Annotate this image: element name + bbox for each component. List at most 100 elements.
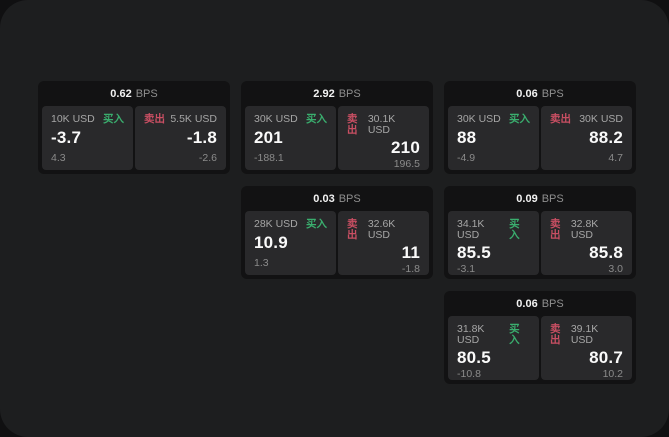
bps-value: 0.09 xyxy=(516,192,538,205)
sell-badge: 卖出 xyxy=(550,218,561,241)
buy-panel[interactable]: 10K USD 买入 -3.7 4.3 xyxy=(42,106,133,170)
sell-panel-top: 卖出 32.8K USD xyxy=(550,219,623,240)
buy-sub-value: -3.1 xyxy=(457,262,476,275)
sell-amount: 30K USD xyxy=(579,113,623,125)
bps-header: 2.92 BPS xyxy=(241,81,433,106)
sell-panel-top: 卖出 30K USD xyxy=(550,114,623,125)
buy-amount: 28K USD xyxy=(254,218,298,230)
buy-panel[interactable]: 30K USD 买入 88 -4.9 xyxy=(448,106,539,170)
buy-sub-value: -188.1 xyxy=(254,152,284,164)
quote-card-6: 0.06 BPS 31.8K USD 买入 80.5 -10.8 卖出 39.1… xyxy=(444,291,636,384)
sell-price: 85.8 xyxy=(589,243,623,262)
buy-price: 88 xyxy=(457,127,477,147)
sell-price: 80.7 xyxy=(589,348,623,367)
bps-unit-label: BPS xyxy=(541,297,564,310)
buy-amount: 30K USD xyxy=(457,113,501,125)
buy-panel-top: 28K USD 买入 xyxy=(254,219,327,230)
sell-price: -1.8 xyxy=(186,127,217,147)
bps-value: 0.06 xyxy=(516,87,538,100)
buy-sub-value: 1.3 xyxy=(254,257,269,269)
bps-unit-label: BPS xyxy=(541,87,564,100)
bps-value: 2.92 xyxy=(313,87,335,100)
buy-amount: 31.8K USD xyxy=(457,323,485,346)
sell-panel[interactable]: 卖出 30.1K USD 210 196.5 xyxy=(338,106,429,170)
sell-panel-top: 卖出 5.5K USD xyxy=(144,114,217,125)
sell-amount: 39.1K USD xyxy=(570,323,599,346)
buy-sub-value: -4.9 xyxy=(457,152,476,164)
bps-unit-label: BPS xyxy=(135,87,158,100)
sell-price: 210 xyxy=(391,138,420,157)
bps-header: 0.03 BPS xyxy=(241,186,433,211)
sell-price: 88.2 xyxy=(589,127,623,147)
sell-panel-top: 卖出 32.6K USD xyxy=(347,219,420,240)
sell-badge: 卖出 xyxy=(347,218,358,241)
buy-panel-top: 30K USD 买入 xyxy=(254,114,327,125)
sell-badge: 卖出 xyxy=(550,323,561,346)
buy-badge: 买入 xyxy=(509,323,520,346)
buy-panel[interactable]: 31.8K USD 买入 80.5 -10.8 xyxy=(448,316,539,380)
quote-panels: 30K USD 买入 88 -4.9 卖出 30K USD 88.2 4.7 xyxy=(444,106,636,174)
buy-price: 201 xyxy=(254,127,283,147)
sell-panel[interactable]: 卖出 30K USD 88.2 4.7 xyxy=(541,106,632,170)
bps-header: 0.09 BPS xyxy=(444,186,636,211)
quote-card-4: 0.03 BPS 28K USD 买入 10.9 1.3 卖出 32.6K US… xyxy=(241,186,433,279)
sell-panel-top: 卖出 39.1K USD xyxy=(550,324,623,345)
buy-amount: 34.1K USD xyxy=(457,218,485,241)
quote-panels: 34.1K USD 买入 85.5 -3.1 卖出 32.8K USD 85.8… xyxy=(444,211,636,279)
buy-badge: 买入 xyxy=(509,218,520,241)
quote-card-5: 0.09 BPS 34.1K USD 买入 85.5 -3.1 卖出 32.8K… xyxy=(444,186,636,279)
bps-header: 0.62 BPS xyxy=(38,81,230,106)
sell-badge: 卖出 xyxy=(144,113,165,125)
buy-panel[interactable]: 28K USD 买入 10.9 1.3 xyxy=(245,211,336,275)
sell-amount: 30.1K USD xyxy=(367,113,396,136)
buy-sub-value: -10.8 xyxy=(457,367,481,380)
sell-badge: 卖出 xyxy=(550,113,571,125)
bps-header: 0.06 BPS xyxy=(444,291,636,316)
buy-amount: 30K USD xyxy=(254,113,298,125)
bps-value: 0.62 xyxy=(110,87,132,100)
sell-panel[interactable]: 卖出 5.5K USD -1.8 -2.6 xyxy=(135,106,226,170)
buy-amount: 10K USD xyxy=(51,113,95,125)
quote-card-2: 2.92 BPS 30K USD 买入 201 -188.1 卖出 30.1K … xyxy=(241,81,433,174)
sell-amount: 32.8K USD xyxy=(570,218,599,241)
sell-panel[interactable]: 卖出 39.1K USD 80.7 10.2 xyxy=(541,316,632,380)
sell-panel[interactable]: 卖出 32.8K USD 85.8 3.0 xyxy=(541,211,632,275)
buy-price: 10.9 xyxy=(254,232,288,252)
sell-badge: 卖出 xyxy=(347,113,358,136)
buy-badge: 买入 xyxy=(306,218,327,230)
buy-badge: 买入 xyxy=(509,113,530,125)
quote-card-1: 0.62 BPS 10K USD 买入 -3.7 4.3 卖出 5.5K USD… xyxy=(38,81,230,174)
buy-badge: 买入 xyxy=(103,113,124,125)
sell-panel[interactable]: 卖出 32.6K USD 11 -1.8 xyxy=(338,211,429,275)
buy-badge: 买入 xyxy=(306,113,327,125)
sell-sub-value: 4.7 xyxy=(608,152,623,164)
bps-unit-label: BPS xyxy=(338,192,361,205)
sell-sub-value: -1.8 xyxy=(401,262,420,275)
quote-panels: 28K USD 买入 10.9 1.3 卖出 32.6K USD 11 -1.8 xyxy=(241,211,433,279)
buy-panel-top: 30K USD 买入 xyxy=(457,114,530,125)
buy-panel-top: 31.8K USD 买入 xyxy=(457,324,530,345)
buy-sub-value: 4.3 xyxy=(51,152,66,164)
quote-card-3: 0.06 BPS 30K USD 买入 88 -4.9 卖出 30K USD 8… xyxy=(444,81,636,174)
sell-price: 11 xyxy=(401,243,420,262)
buy-price: 85.5 xyxy=(457,243,491,262)
sell-amount: 5.5K USD xyxy=(170,113,217,125)
buy-panel-top: 34.1K USD 买入 xyxy=(457,219,530,240)
bps-unit-label: BPS xyxy=(541,192,564,205)
sell-sub-value: 10.2 xyxy=(602,367,623,380)
bps-value: 0.06 xyxy=(516,297,538,310)
buy-panel[interactable]: 34.1K USD 买入 85.5 -3.1 xyxy=(448,211,539,275)
bps-value: 0.03 xyxy=(313,192,335,205)
sell-sub-value: 196.5 xyxy=(393,157,420,170)
sell-sub-value: -2.6 xyxy=(198,152,217,164)
quote-panels: 10K USD 买入 -3.7 4.3 卖出 5.5K USD -1.8 -2.… xyxy=(38,106,230,174)
quote-panels: 31.8K USD 买入 80.5 -10.8 卖出 39.1K USD 80.… xyxy=(444,316,636,384)
bps-header: 0.06 BPS xyxy=(444,81,636,106)
buy-price: -3.7 xyxy=(51,127,82,147)
bps-unit-label: BPS xyxy=(338,87,361,100)
buy-panel[interactable]: 30K USD 买入 201 -188.1 xyxy=(245,106,336,170)
sell-sub-value: 3.0 xyxy=(608,262,623,275)
buy-panel-top: 10K USD 买入 xyxy=(51,114,124,125)
buy-price: 80.5 xyxy=(457,348,491,367)
